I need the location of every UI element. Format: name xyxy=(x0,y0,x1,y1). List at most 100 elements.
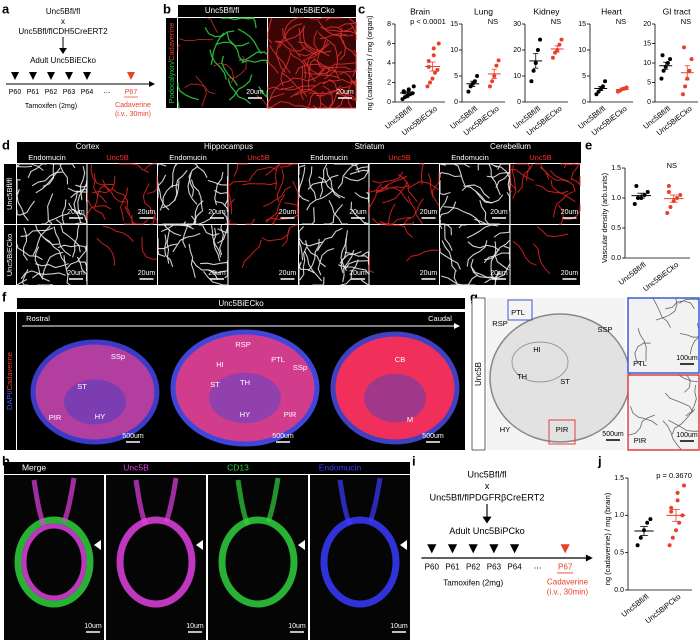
label: Endomucin xyxy=(451,153,489,162)
label: 20um xyxy=(67,270,85,277)
vessel xyxy=(290,88,321,98)
data-point xyxy=(642,193,647,197)
label: 10 xyxy=(513,73,521,80)
vessel xyxy=(141,236,158,260)
label: Endomucin xyxy=(169,153,207,162)
label: 5 xyxy=(582,73,586,80)
vessel xyxy=(439,201,457,223)
vessel xyxy=(515,163,531,181)
label: P64 xyxy=(81,89,94,96)
vessel xyxy=(123,219,149,225)
label: P63 xyxy=(487,562,502,571)
vessel xyxy=(178,38,214,42)
vessel xyxy=(317,32,338,60)
vessel xyxy=(302,25,318,54)
data-point xyxy=(683,84,688,89)
vessel xyxy=(294,81,327,96)
data-point xyxy=(675,498,680,503)
arrow-head xyxy=(585,554,593,562)
vessel xyxy=(182,224,192,248)
vessel xyxy=(78,261,88,271)
vessel xyxy=(479,200,490,225)
data-point xyxy=(682,483,686,488)
vessel xyxy=(264,163,292,177)
label: GI tract xyxy=(663,6,692,16)
data-point xyxy=(529,79,534,84)
vessel xyxy=(340,259,359,286)
vessel xyxy=(439,171,462,178)
inset-frame xyxy=(627,374,700,451)
panel-letter: b xyxy=(163,1,171,16)
label: 20um xyxy=(138,270,156,277)
vessel xyxy=(342,249,355,283)
data-point xyxy=(426,59,431,64)
vessel xyxy=(317,20,347,37)
vessel xyxy=(20,270,50,282)
vessel xyxy=(439,163,446,166)
vessel xyxy=(118,163,149,173)
vessel xyxy=(79,166,86,201)
vessel xyxy=(403,198,424,225)
label: Unc5B xyxy=(247,153,270,162)
vessel xyxy=(338,21,357,30)
vessel xyxy=(209,267,229,274)
vessel xyxy=(157,241,178,250)
brain-section xyxy=(30,339,160,445)
data-point xyxy=(668,205,673,209)
vessel xyxy=(630,406,658,426)
vessel xyxy=(102,225,134,242)
data-point xyxy=(538,37,543,42)
vessel xyxy=(301,39,327,63)
label: Unc5BiECko xyxy=(289,6,335,15)
y-label: DAPI/Cadaverine xyxy=(5,352,14,410)
vessel xyxy=(322,85,334,109)
vessel xyxy=(340,251,362,273)
vessel xyxy=(248,166,278,182)
roi-box xyxy=(507,299,533,321)
vessel xyxy=(339,64,357,75)
vessel xyxy=(16,278,28,286)
vessel xyxy=(475,217,500,225)
injection xyxy=(127,72,135,80)
data-point xyxy=(535,48,540,52)
label: 20um xyxy=(67,209,85,216)
label: 10um xyxy=(84,623,102,630)
vessel xyxy=(241,59,268,64)
vessel xyxy=(325,17,343,22)
vessel xyxy=(94,183,115,208)
label: 0 xyxy=(582,99,586,106)
data-point xyxy=(635,543,640,548)
vessel xyxy=(312,104,329,109)
data-point xyxy=(666,184,671,188)
vessel xyxy=(267,92,285,108)
inset-frame xyxy=(627,297,700,374)
label: P64 xyxy=(507,562,522,571)
vessel xyxy=(157,174,167,198)
label: SSp xyxy=(293,363,307,372)
label: 500um xyxy=(602,431,624,438)
injection xyxy=(83,72,91,80)
label: RSP xyxy=(235,340,250,349)
label: ST xyxy=(77,382,87,391)
vessel xyxy=(490,248,499,282)
label: P67 xyxy=(125,89,138,96)
label: Brain xyxy=(410,6,430,16)
data-point xyxy=(669,509,674,514)
vessel xyxy=(385,224,414,238)
injection xyxy=(447,544,458,554)
data-point xyxy=(666,190,671,194)
label: Unc5Bfl/flCDH5CreERT2 xyxy=(18,27,108,36)
vessel xyxy=(494,270,501,286)
vessel xyxy=(280,53,292,87)
data-point xyxy=(487,84,492,89)
label: Cadaverine xyxy=(167,23,176,61)
vessel xyxy=(35,224,60,246)
header-bar xyxy=(17,142,581,163)
vessel xyxy=(307,174,339,190)
vessel xyxy=(535,163,550,180)
micrograph xyxy=(369,225,439,285)
label: Adult Unc5BiPCko xyxy=(449,526,525,536)
arrowhead-marker xyxy=(298,540,305,550)
label: p < 0.0001 xyxy=(410,17,446,26)
